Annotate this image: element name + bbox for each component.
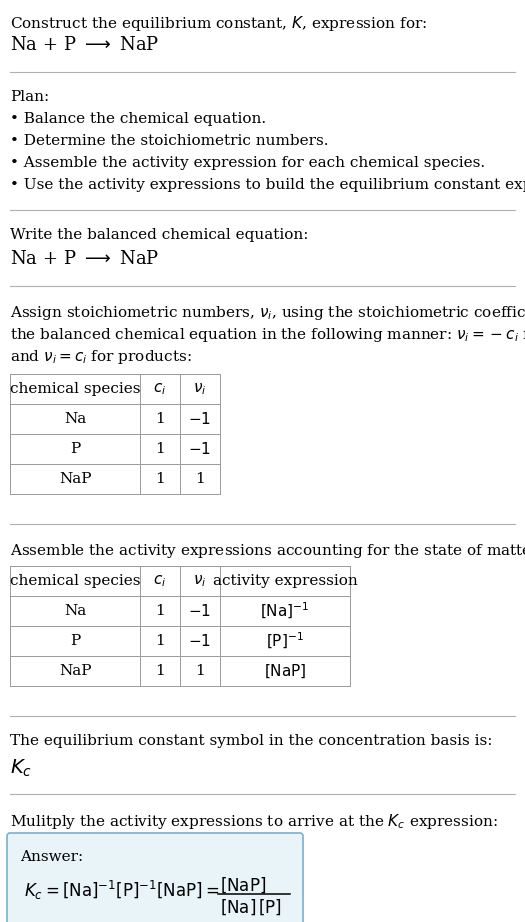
Text: $c_i$: $c_i$ bbox=[153, 573, 166, 589]
Text: chemical species: chemical species bbox=[10, 574, 140, 588]
Text: $c_i$: $c_i$ bbox=[153, 381, 166, 396]
Text: 1: 1 bbox=[155, 634, 165, 648]
Text: activity expression: activity expression bbox=[213, 574, 358, 588]
Text: Assign stoichiometric numbers, $\nu_i$, using the stoichiometric coefficients, $: Assign stoichiometric numbers, $\nu_i$, … bbox=[10, 304, 525, 322]
Text: 1: 1 bbox=[155, 472, 165, 486]
Text: 1: 1 bbox=[155, 604, 165, 618]
Text: Na + P $\longrightarrow$ NaP: Na + P $\longrightarrow$ NaP bbox=[10, 250, 159, 268]
Text: $K_c = [\mathrm{Na}]^{-1} [\mathrm{P}]^{-1} [\mathrm{NaP}] =$: $K_c = [\mathrm{Na}]^{-1} [\mathrm{P}]^{… bbox=[24, 879, 219, 902]
Text: $[\mathrm{Na}]\,[\mathrm{P}]$: $[\mathrm{Na}]\,[\mathrm{P}]$ bbox=[220, 897, 282, 916]
Text: the balanced chemical equation in the following manner: $\nu_i = -c_i$ for react: the balanced chemical equation in the fo… bbox=[10, 326, 525, 344]
Text: Na + P $\longrightarrow$ NaP: Na + P $\longrightarrow$ NaP bbox=[10, 36, 159, 54]
Text: $-1$: $-1$ bbox=[188, 603, 212, 619]
Text: $\nu_i$: $\nu_i$ bbox=[193, 381, 207, 396]
Text: NaP: NaP bbox=[59, 664, 91, 678]
Text: Na: Na bbox=[64, 412, 86, 426]
Text: The equilibrium constant symbol in the concentration basis is:: The equilibrium constant symbol in the c… bbox=[10, 734, 492, 748]
Text: • Use the activity expressions to build the equilibrium constant expression.: • Use the activity expressions to build … bbox=[10, 178, 525, 192]
Text: Na: Na bbox=[64, 604, 86, 618]
Text: and $\nu_i = c_i$ for products:: and $\nu_i = c_i$ for products: bbox=[10, 348, 192, 366]
Text: $-1$: $-1$ bbox=[188, 633, 212, 649]
Text: Answer:: Answer: bbox=[20, 850, 83, 864]
Text: Construct the equilibrium constant, $K$, expression for:: Construct the equilibrium constant, $K$,… bbox=[10, 14, 427, 33]
Text: P: P bbox=[70, 442, 80, 456]
Text: $-1$: $-1$ bbox=[188, 441, 212, 457]
Text: P: P bbox=[70, 634, 80, 648]
Text: 1: 1 bbox=[195, 664, 205, 678]
Text: Assemble the activity expressions accounting for the state of matter and $\nu_i$: Assemble the activity expressions accoun… bbox=[10, 542, 525, 560]
Text: $[\mathrm{Na}]^{-1}$: $[\mathrm{Na}]^{-1}$ bbox=[260, 601, 310, 621]
FancyBboxPatch shape bbox=[7, 833, 303, 922]
Text: $[\mathrm{NaP}]$: $[\mathrm{NaP}]$ bbox=[264, 662, 306, 680]
Text: • Determine the stoichiometric numbers.: • Determine the stoichiometric numbers. bbox=[10, 134, 329, 148]
Text: NaP: NaP bbox=[59, 472, 91, 486]
Text: • Balance the chemical equation.: • Balance the chemical equation. bbox=[10, 112, 266, 126]
Text: 1: 1 bbox=[155, 412, 165, 426]
Text: 1: 1 bbox=[155, 442, 165, 456]
Text: Mulitply the activity expressions to arrive at the $K_c$ expression:: Mulitply the activity expressions to arr… bbox=[10, 812, 498, 831]
Text: • Assemble the activity expression for each chemical species.: • Assemble the activity expression for e… bbox=[10, 156, 485, 170]
Text: Write the balanced chemical equation:: Write the balanced chemical equation: bbox=[10, 228, 309, 242]
Text: $K_c$: $K_c$ bbox=[10, 758, 32, 779]
Text: $[\mathrm{P}]^{-1}$: $[\mathrm{P}]^{-1}$ bbox=[266, 631, 304, 651]
Text: chemical species: chemical species bbox=[10, 382, 140, 396]
Text: $\nu_i$: $\nu_i$ bbox=[193, 573, 207, 589]
Text: 1: 1 bbox=[195, 472, 205, 486]
Text: Plan:: Plan: bbox=[10, 90, 49, 104]
Text: $-1$: $-1$ bbox=[188, 411, 212, 427]
Text: 1: 1 bbox=[155, 664, 165, 678]
Text: $[\mathrm{NaP}]$: $[\mathrm{NaP}]$ bbox=[220, 875, 266, 894]
